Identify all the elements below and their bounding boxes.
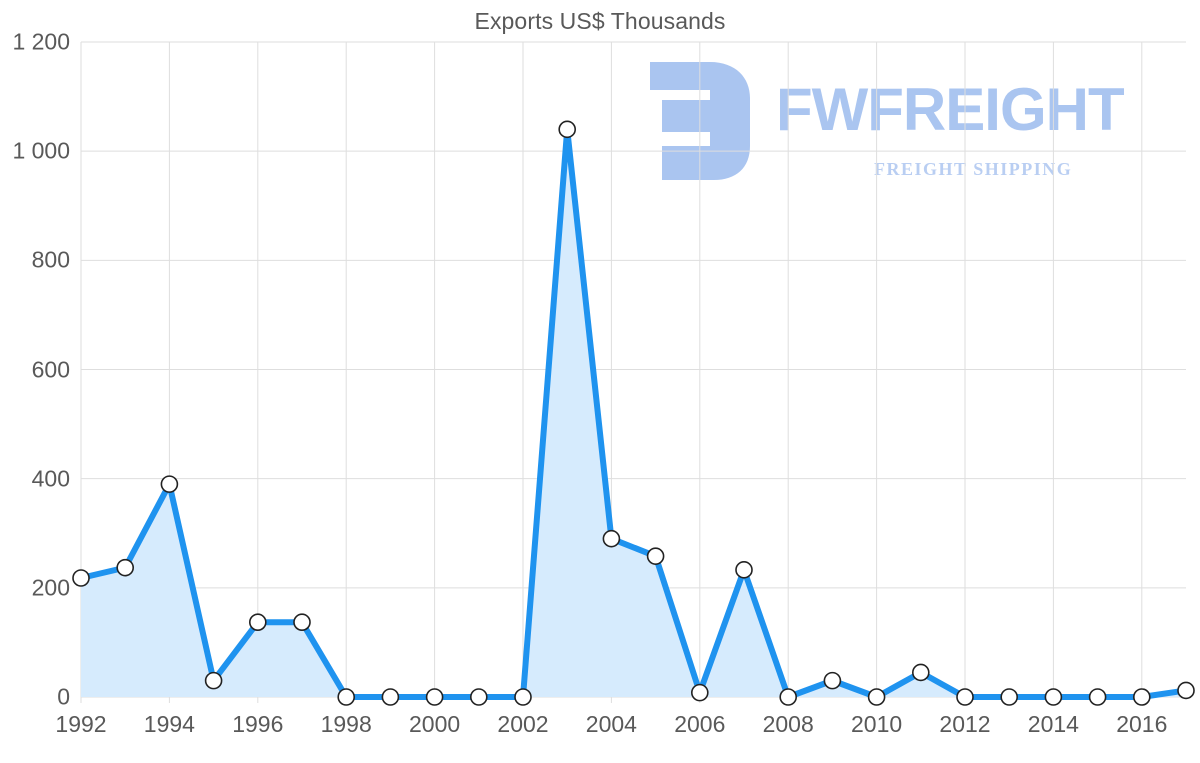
x-axis-tick-label: 2006 [674, 711, 726, 737]
data-point-marker[interactable] [779, 688, 798, 706]
x-axis-tick-label: 2014 [1027, 711, 1079, 737]
y-axis-tick-label: 600 [31, 356, 70, 382]
data-point-marker[interactable] [160, 475, 179, 493]
data-point-marker[interactable] [116, 558, 134, 577]
y-axis-tick-label: 800 [31, 246, 70, 273]
data-point-marker[interactable] [735, 561, 753, 579]
data-point-marker[interactable] [469, 688, 488, 706]
chart-title: Exports US$ Thousands [474, 8, 726, 34]
data-point-marker[interactable] [1177, 681, 1195, 700]
data-point-marker[interactable] [204, 671, 223, 690]
y-axis-tick-label: 200 [31, 574, 70, 601]
y-axis-tick-label: 1 000 [12, 137, 70, 164]
data-point-marker[interactable] [911, 663, 930, 682]
x-axis-tick-label: 2000 [409, 711, 461, 737]
x-axis-tick-label: 2010 [851, 711, 903, 737]
data-point-marker[interactable] [867, 688, 886, 706]
x-axis-tick-label: 2004 [585, 711, 637, 737]
data-point-marker[interactable] [646, 547, 665, 565]
data-point-marker[interactable] [1133, 688, 1151, 706]
area-path [81, 129, 1186, 698]
x-axis-tick-label: 2016 [1116, 711, 1168, 737]
area-fill [81, 129, 1186, 698]
data-point-marker[interactable] [425, 688, 444, 706]
x-axis-tick-label: 1996 [232, 711, 284, 737]
data-point-marker[interactable] [1000, 688, 1019, 706]
x-axis-tick-label: 2002 [497, 711, 549, 737]
data-point-marker[interactable] [293, 613, 311, 632]
x-axis-tick-label: 1998 [320, 711, 372, 737]
data-point-marker[interactable] [956, 688, 974, 706]
data-point-marker[interactable] [381, 688, 400, 706]
data-point-marker[interactable] [602, 529, 621, 548]
x-axis-tick-label: 2008 [762, 711, 814, 737]
data-markers [72, 120, 1195, 706]
data-point-marker[interactable] [690, 683, 709, 702]
data-point-marker[interactable] [248, 613, 267, 632]
data-point-marker[interactable] [1088, 688, 1107, 706]
data-point-marker[interactable] [337, 688, 356, 706]
data-point-marker[interactable] [823, 671, 842, 690]
x-axis-tick-label: 1992 [55, 711, 107, 737]
y-axis-tick-label: 0 [57, 683, 70, 710]
y-axis-tick-label: 1 200 [12, 28, 70, 55]
x-axis-tick-label: 1994 [143, 711, 195, 737]
y-axis-tick-label: 400 [31, 465, 70, 492]
data-point-marker[interactable] [72, 569, 90, 587]
data-point-marker[interactable] [1044, 688, 1063, 706]
x-axis-tick-label: 2012 [939, 711, 991, 737]
data-point-marker[interactable] [558, 120, 577, 139]
data-point-marker[interactable] [514, 688, 532, 706]
